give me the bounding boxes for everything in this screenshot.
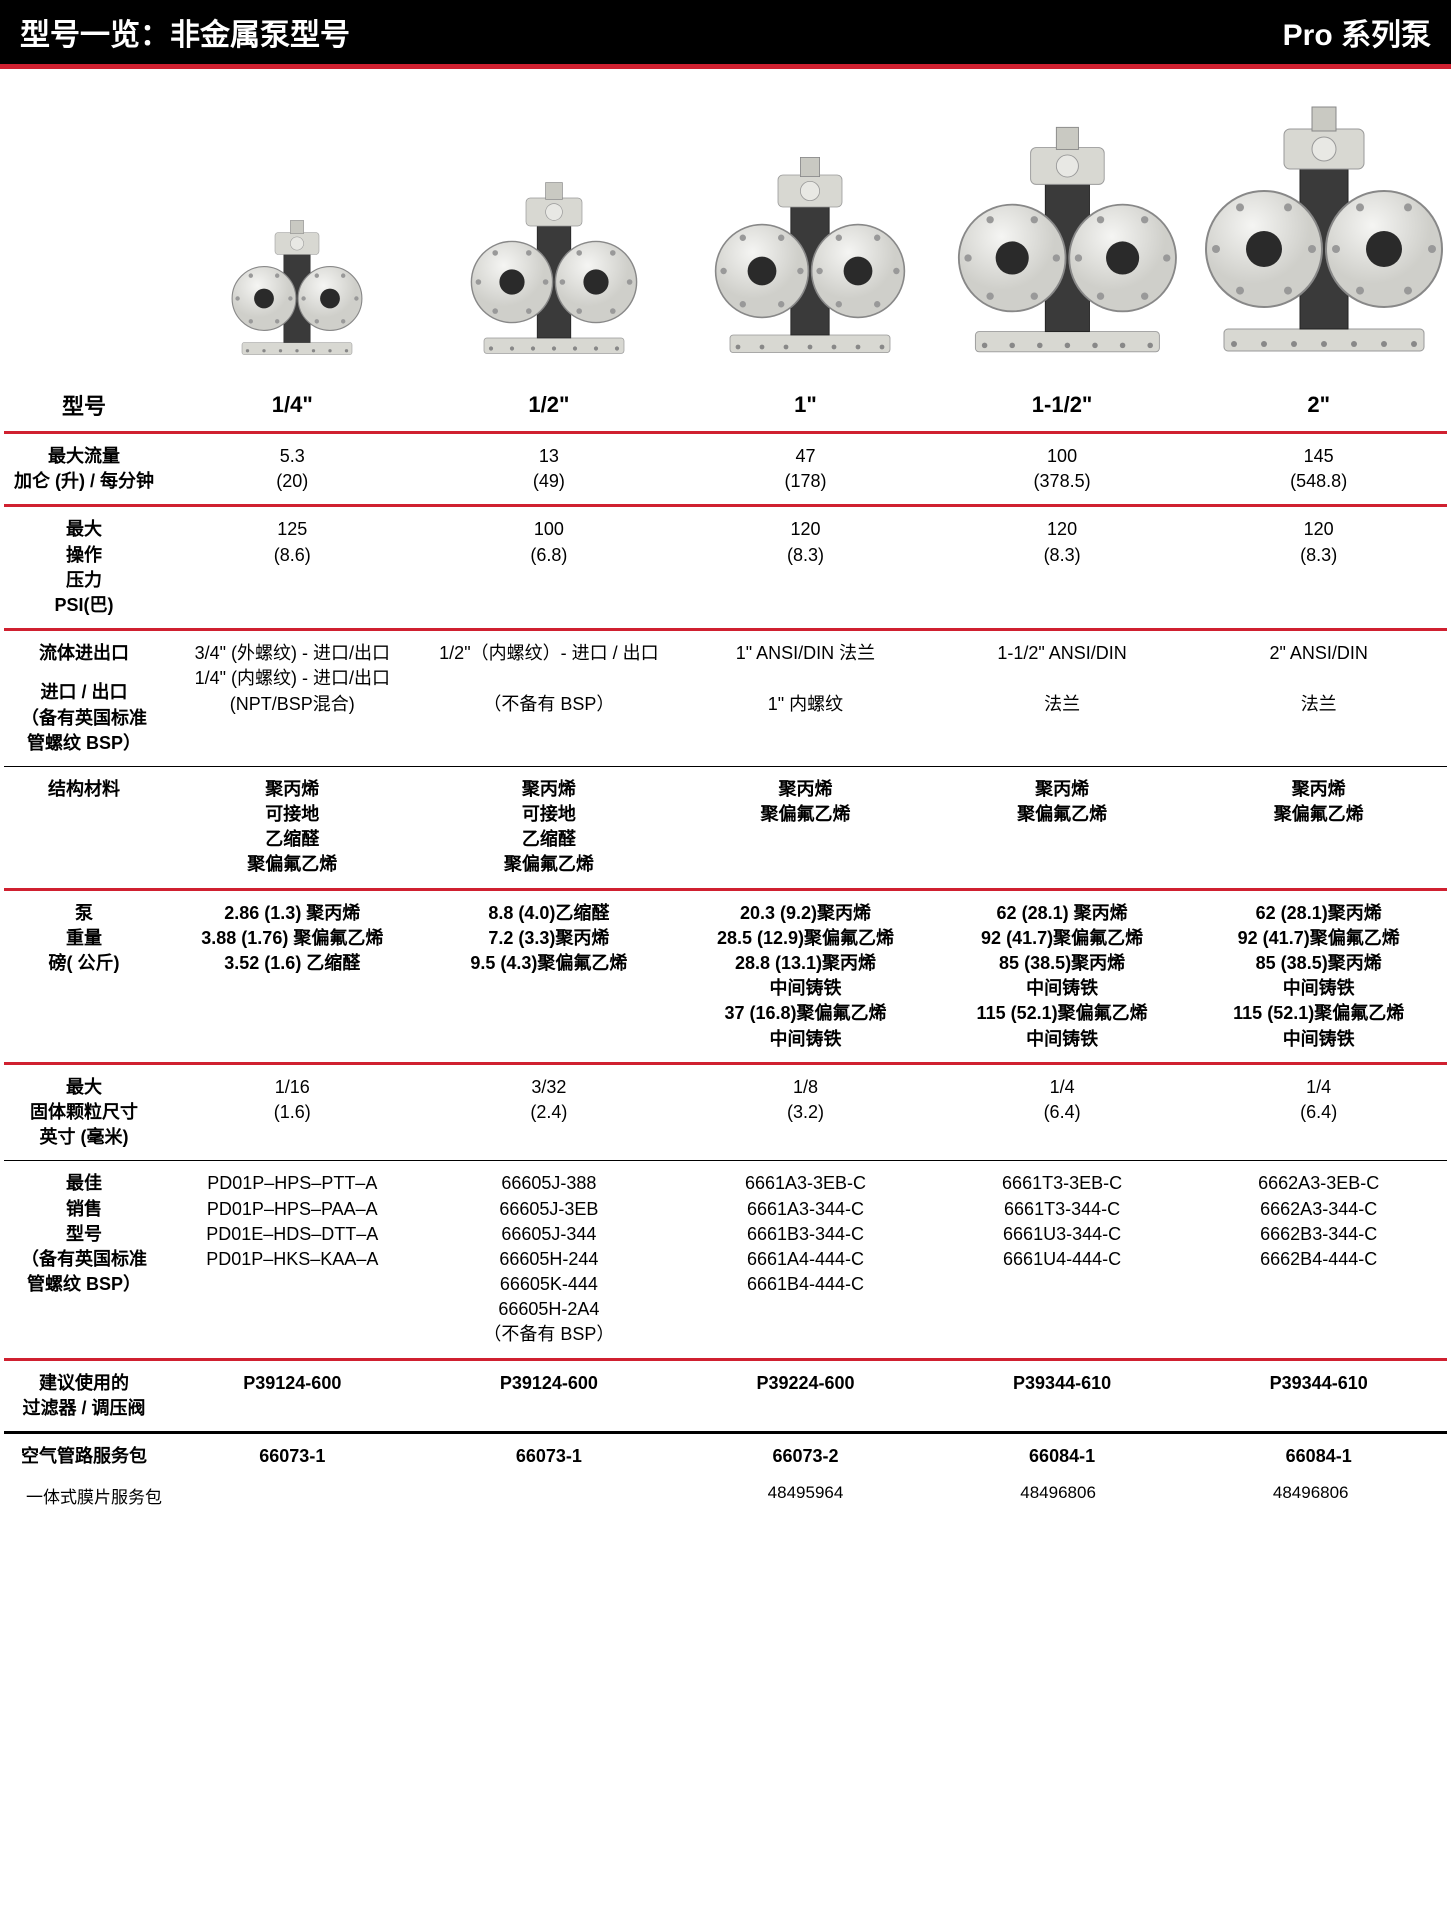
cell-2: 20.3 (9.2)聚丙烯28.5 (12.9)聚偏氟乙烯28.8 (13.1)… bbox=[677, 889, 934, 1063]
cell-0: 聚丙烯可接地乙缩醛聚偏氟乙烯 bbox=[164, 766, 421, 889]
cell-1: P39124-600 bbox=[421, 1359, 678, 1432]
cell-0: 3/4" (外螺纹) - 进口/出口1/4" (内螺纹) - 进口/出口(NPT… bbox=[164, 630, 421, 767]
col-5: 2" bbox=[1190, 379, 1447, 433]
row-label: 最大操作压力PSI(巴) bbox=[4, 506, 164, 630]
cell-1: 3/32(2.4) bbox=[421, 1063, 678, 1161]
cell-2: 66073-2 bbox=[677, 1433, 934, 1480]
col-4: 1-1/2" bbox=[934, 379, 1191, 433]
cell-0: 2.86 (1.3) 聚丙烯3.88 (1.76) 聚偏氟乙烯3.52 (1.6… bbox=[164, 889, 421, 1063]
cell-1: 66605J-38866605J-3EB66605J-34466605H-244… bbox=[421, 1161, 678, 1359]
header-bar: 型号一览：非金属泵型号 Pro 系列泵 bbox=[0, 0, 1451, 69]
cell-4: 聚丙烯聚偏氟乙烯 bbox=[1190, 766, 1447, 889]
cell-2: 1" ANSI/DIN 法兰 1" 内螺纹 bbox=[677, 630, 934, 767]
table-row: 最大固体颗粒尺寸英寸 (毫米)1/16(1.6)3/32(2.4)1/8(3.2… bbox=[4, 1063, 1447, 1161]
pump-image-1 bbox=[174, 216, 421, 359]
cell-4: P39344-610 bbox=[1190, 1359, 1447, 1432]
cell-2: 1/8(3.2) bbox=[677, 1063, 934, 1161]
cell-1: 8.8 (4.0)乙缩醛7.2 (3.3)聚丙烯9.5 (4.3)聚偏氟乙烯 bbox=[421, 889, 678, 1063]
col-2: 1/2" bbox=[421, 379, 678, 433]
pump-image-5 bbox=[1200, 99, 1447, 359]
cell-1: 聚丙烯可接地乙缩醛聚偏氟乙烯 bbox=[421, 766, 678, 889]
cell-2: 47(178) bbox=[677, 433, 934, 506]
cell-3: 1/4(6.4) bbox=[934, 1063, 1191, 1161]
page-title-right: Pro 系列泵 bbox=[1283, 10, 1431, 54]
table-row: 最大操作压力PSI(巴)125(8.6)100(6.8)120(8.3)120(… bbox=[4, 506, 1447, 630]
cell-1: 1/2"（内螺纹）- 进口 / 出口 （不备有 BSP） bbox=[421, 630, 678, 767]
page-title-left: 型号一览：非金属泵型号 bbox=[20, 10, 350, 54]
header-row: 型号 1/4" 1/2" 1" 1-1/2" 2" bbox=[4, 379, 1447, 433]
pump-image-3 bbox=[687, 151, 934, 359]
row-label: 最大固体颗粒尺寸英寸 (毫米) bbox=[4, 1063, 164, 1161]
cell-3: 120(8.3) bbox=[934, 506, 1191, 630]
pump-image-4 bbox=[944, 120, 1191, 359]
table-row: 最大流量加仑 (升) / 每分钟5.3(20)13(49)47(178)100(… bbox=[4, 433, 1447, 506]
pump-images-row bbox=[4, 69, 1447, 379]
row-label: 最大流量加仑 (升) / 每分钟 bbox=[4, 433, 164, 506]
col-label-header: 型号 bbox=[4, 379, 164, 433]
cell-4: 6662A3-3EB-C6662A3-344-C6662B3-344-C6662… bbox=[1190, 1161, 1447, 1359]
cell-3: 100(378.5) bbox=[934, 433, 1191, 506]
table-row: 泵重量磅( 公斤)2.86 (1.3) 聚丙烯3.88 (1.76) 聚偏氟乙烯… bbox=[4, 889, 1447, 1063]
table-row: 最佳销售型号（备有英国标准管螺纹 BSP）PD01P–HPS–PTT–APD01… bbox=[4, 1161, 1447, 1359]
cell-4: 62 (28.1)聚丙烯92 (41.7)聚偏氟乙烯85 (38.5)聚丙烯中间… bbox=[1190, 889, 1447, 1063]
col-1: 1/4" bbox=[164, 379, 421, 433]
table-row: 结构材料聚丙烯可接地乙缩醛聚偏氟乙烯聚丙烯可接地乙缩醛聚偏氟乙烯聚丙烯聚偏氟乙烯… bbox=[4, 766, 1447, 889]
cell-4: 120(8.3) bbox=[1190, 506, 1447, 630]
row-label: 流体进出口进口 / 出口（备有英国标准管螺纹 BSP） bbox=[4, 630, 164, 767]
table-row: 空气管路服务包66073-166073-166073-266084-166084… bbox=[4, 1433, 1447, 1480]
cell-3: 6661T3-3EB-C6661T3-344-C6661U3-344-C6661… bbox=[934, 1161, 1191, 1359]
cell-0: P39124-600 bbox=[164, 1359, 421, 1432]
spec-table: 型号 1/4" 1/2" 1" 1-1/2" 2" 最大流量加仑 (升) / 每… bbox=[4, 379, 1447, 1479]
pump-image-2 bbox=[431, 177, 678, 359]
cell-0: 1/16(1.6) bbox=[164, 1063, 421, 1161]
cell-0: 5.3(20) bbox=[164, 433, 421, 506]
col-3: 1" bbox=[677, 379, 934, 433]
row-label: 空气管路服务包 bbox=[4, 1433, 164, 1480]
cell-0: PD01P–HPS–PTT–APD01P–HPS–PAA–APD01E–HDS–… bbox=[164, 1161, 421, 1359]
row-label: 建议使用的过滤器 / 调压阀 bbox=[4, 1359, 164, 1432]
cell-3: 聚丙烯聚偏氟乙烯 bbox=[934, 766, 1191, 889]
cell-4: 66084-1 bbox=[1190, 1433, 1447, 1480]
cell-2: 120(8.3) bbox=[677, 506, 934, 630]
row-label: 结构材料 bbox=[4, 766, 164, 889]
content: 型号 1/4" 1/2" 1" 1-1/2" 2" 最大流量加仑 (升) / 每… bbox=[0, 69, 1451, 1512]
cell-3: 66084-1 bbox=[934, 1433, 1191, 1480]
cell-1: 100(6.8) bbox=[421, 506, 678, 630]
diaphragm-row: 一体式膜片服务包 484959644849680648496806 bbox=[4, 1479, 1447, 1512]
table-row: 流体进出口进口 / 出口（备有英国标准管螺纹 BSP）3/4" (外螺纹) - … bbox=[4, 630, 1447, 767]
cell-1: 66073-1 bbox=[421, 1433, 678, 1480]
cell-2: 聚丙烯聚偏氟乙烯 bbox=[677, 766, 934, 889]
cell-0: 66073-1 bbox=[164, 1433, 421, 1480]
cell-1: 13(49) bbox=[421, 433, 678, 506]
cell-4: 2" ANSI/DIN 法兰 bbox=[1190, 630, 1447, 767]
cell-3: P39344-610 bbox=[934, 1359, 1191, 1432]
cell-2: P39224-600 bbox=[677, 1359, 934, 1432]
table-row: 建议使用的过滤器 / 调压阀P39124-600P39124-600P39224… bbox=[4, 1359, 1447, 1432]
row-label: 最佳销售型号（备有英国标准管螺纹 BSP） bbox=[4, 1161, 164, 1359]
cell-2: 6661A3-3EB-C6661A3-344-C6661B3-344-C6661… bbox=[677, 1161, 934, 1359]
row-label: 泵重量磅( 公斤) bbox=[4, 889, 164, 1063]
cell-4: 1/4(6.4) bbox=[1190, 1063, 1447, 1161]
cell-0: 125(8.6) bbox=[164, 506, 421, 630]
cell-3: 62 (28.1) 聚丙烯92 (41.7)聚偏氟乙烯85 (38.5)聚丙烯中… bbox=[934, 889, 1191, 1063]
cell-3: 1-1/2" ANSI/DIN 法兰 bbox=[934, 630, 1191, 767]
cell-4: 145(548.8) bbox=[1190, 433, 1447, 506]
